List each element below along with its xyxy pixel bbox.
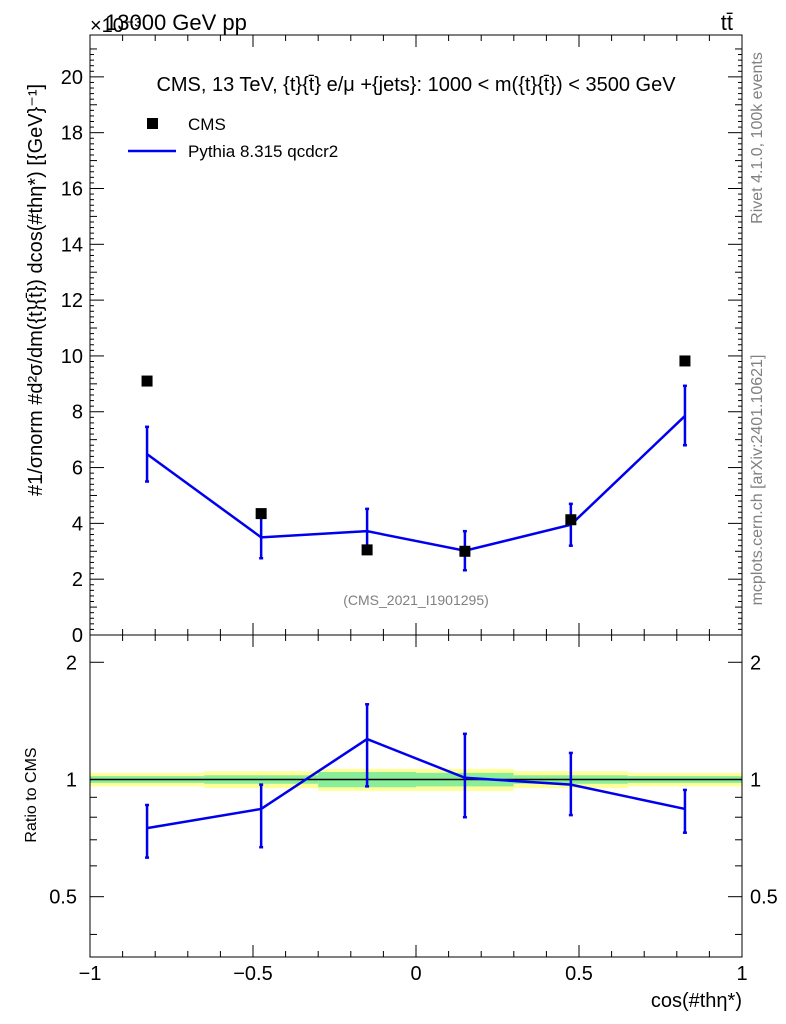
ratio-x-ticks: −1 −0.5 0 0.5 1 — [79, 635, 748, 985]
ratio-y-tick-label: 2 — [66, 652, 77, 674]
ratio-y-tick-label: 1 — [66, 769, 77, 791]
data-point — [459, 545, 471, 557]
x-axis-label: cos(#thη*) — [651, 990, 742, 1012]
y-tick-label: 4 — [72, 513, 83, 535]
y-tick-label: 0 — [72, 625, 83, 647]
ratio-panel-frame — [89, 634, 743, 958]
rivet-label: Rivet 4.1.0, 100k events — [749, 52, 766, 224]
x-tick-label: −0.5 — [233, 963, 272, 985]
legend-cms-marker — [147, 118, 158, 129]
data-point — [361, 544, 373, 556]
analysis-watermark: (CMS_2021_I1901295) — [343, 592, 489, 608]
y-tick-label: 16 — [61, 178, 83, 200]
y-tick-label: 8 — [72, 402, 83, 424]
x-tick-label: 0.5 — [565, 963, 593, 985]
ratio-mc-line — [146, 737, 686, 830]
y-tick-label: 18 — [61, 123, 83, 145]
main-title: CMS, 13 TeV, {t}{t̄} e/μ +{jets}: 1000 <… — [156, 74, 676, 96]
ratio-panel: 0.5 0.5 1 1 2 2 −1 −0.5 0 0.5 1 Ratio to CMS cos(… — [23, 634, 778, 1012]
data-point — [565, 514, 577, 526]
data-series — [141, 355, 691, 557]
y-tick-label: 6 — [72, 458, 83, 480]
main-y-ticks: 0 2 4 6 8 10 12 14 16 18 20 — [61, 48, 742, 647]
data-point — [255, 508, 267, 520]
ratio-y-axis-label: Ratio to CMS — [23, 747, 40, 842]
ratio-y-tick-label-right: 2 — [750, 652, 761, 674]
legend-mc-label: Pythia 8.315 qcdcr2 — [188, 142, 338, 161]
ratio-y-ticks: 0.5 0.5 1 1 2 2 — [49, 652, 778, 935]
mc-series — [145, 384, 687, 572]
legend: CMS Pythia 8.315 qcdcr2 — [128, 115, 338, 161]
ratio-y-tick-label-right: 1 — [750, 769, 761, 791]
ratio-y-tick-label-right: 0.5 — [750, 887, 778, 909]
mcplots-label: mcplots.cern.ch [arXiv:2401.10621] — [749, 355, 766, 606]
legend-cms-label: CMS — [188, 115, 226, 134]
main-panel: CMS, 13 TeV, {t}{t̄} e/μ +{jets}: 1000 <… — [25, 34, 743, 647]
process-label: tt̄ — [721, 10, 733, 35]
data-point — [679, 355, 691, 367]
y-tick-label: 14 — [61, 234, 83, 256]
exponent-label: ×10⁻³ — [90, 15, 141, 37]
x-tick-label: −1 — [79, 963, 102, 985]
y-tick-label: 20 — [61, 67, 83, 89]
y-tick-label: 10 — [61, 346, 83, 368]
main-x-ticks — [89, 35, 743, 635]
mc-line — [146, 415, 686, 553]
main-y-axis-label: #1/σnorm #d²σ/dm({t}{t̄}) dcos(#thη*) [{… — [25, 84, 47, 496]
y-tick-label: 2 — [72, 569, 83, 591]
y-tick-label: 12 — [61, 290, 83, 312]
x-tick-label: 0 — [410, 963, 421, 985]
ratio-y-tick-label: 0.5 — [49, 887, 77, 909]
x-tick-label: 1 — [736, 963, 747, 985]
energy-label: 13000 GeV pp — [105, 10, 247, 35]
data-point — [141, 375, 153, 387]
ratio-mc-series — [145, 703, 687, 859]
